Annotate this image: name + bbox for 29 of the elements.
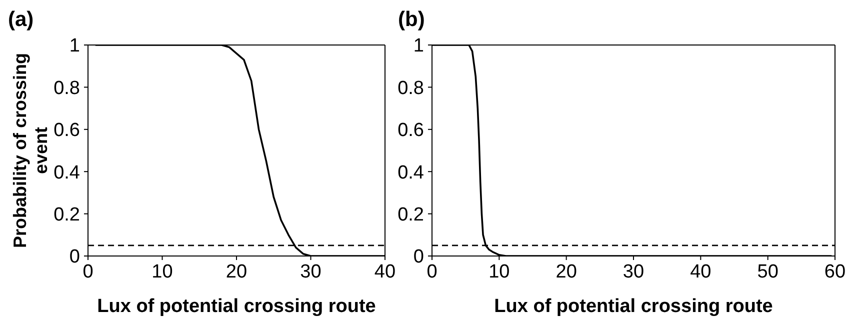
x-tick-label: 0 [426,261,438,282]
y-tick-label: 0.6 [398,120,424,142]
x-axis-title: Lux of potential crossing route [97,296,376,317]
x-tick-label: 30 [300,261,322,282]
chart-title: (a) [8,8,34,32]
x-axis-title: Lux of potential crossing route [494,296,773,317]
y-axis-title: Probability of crossing event [10,52,51,248]
chart-title: (b) [398,8,425,32]
x-tick-label: 10 [488,261,510,282]
y-tick-label: 1 [413,36,424,57]
y-tick-label: 0 [413,246,424,268]
x-tick-label: 20 [226,261,248,282]
x-tick-label: 40 [690,261,712,282]
x-tick-label: 0 [82,261,94,282]
x-tick-label: 60 [824,261,846,282]
y-tick-label: 0.2 [398,204,424,226]
x-tick-label: 30 [622,261,644,282]
x-tick-label: 10 [152,261,173,282]
y-tick-label: 0.8 [398,78,424,99]
y-tick-label: 0.6 [54,120,80,142]
y-tick-label: 0.4 [54,162,80,184]
y-tick-label: 1 [69,36,80,57]
y-tick-label: 0.2 [54,204,80,226]
y-tick-label: 0.4 [398,162,424,184]
y-tick-label: 0.8 [54,78,80,99]
x-tick-label: 20 [556,261,577,282]
y-tick-label: 0 [69,246,80,268]
x-tick-label: 40 [374,261,396,282]
x-tick-label: 50 [757,261,778,282]
